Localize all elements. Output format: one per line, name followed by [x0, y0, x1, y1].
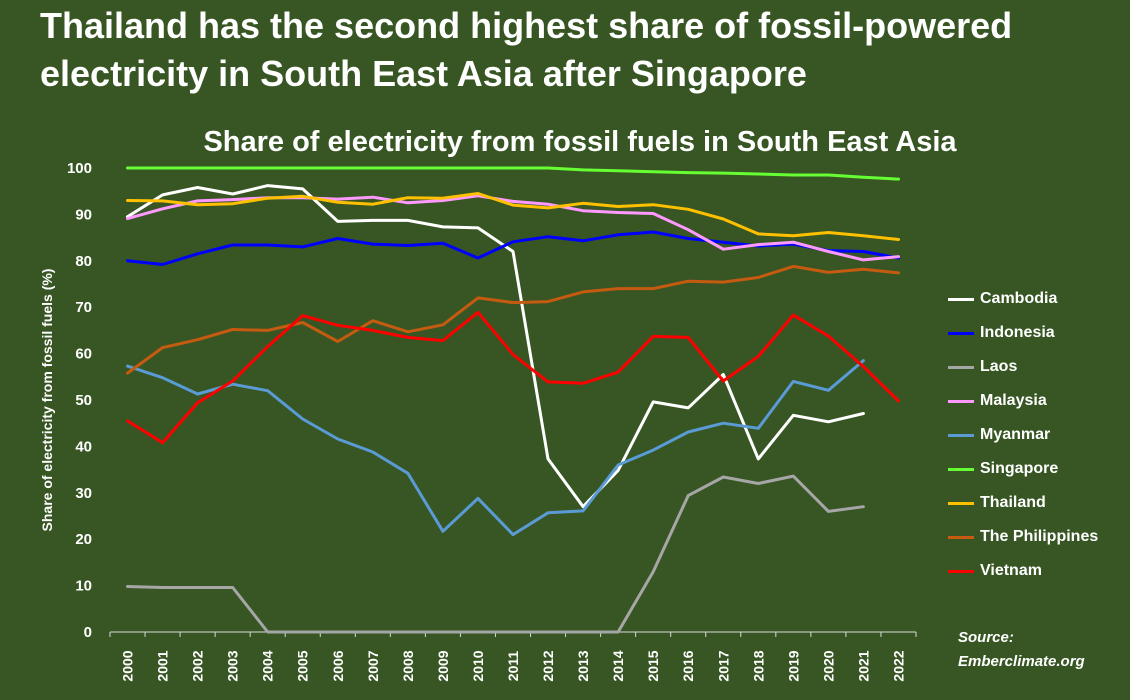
- legend-item-vietnam: Vietnam: [948, 554, 1128, 588]
- legend-label: Myanmar: [980, 426, 1051, 443]
- y-tick-label: 70: [75, 299, 92, 316]
- x-tick-label: 2015: [645, 650, 661, 681]
- series-line-indonesia: [126, 230, 900, 266]
- legend-swatch: [948, 535, 974, 539]
- y-tick-label: 100: [67, 160, 92, 177]
- source-label: Source:: [958, 629, 1014, 646]
- x-tick-label: 2020: [820, 650, 836, 681]
- series-lines: [126, 166, 900, 634]
- headline: Thailand has the second highest share of…: [40, 5, 1013, 94]
- legend-item-myanmar: Myanmar: [948, 418, 1128, 452]
- legend-item-thailand: Thailand: [948, 486, 1128, 520]
- legend-label: Singapore: [980, 460, 1059, 477]
- legend-swatch: [948, 331, 974, 335]
- legend-swatch: [948, 399, 974, 403]
- x-tick-label: 2009: [435, 650, 451, 681]
- y-tick-label: 40: [75, 438, 92, 455]
- chart-title: Share of electricity from fossil fuels i…: [203, 126, 957, 158]
- x-tick-label: 2004: [260, 650, 276, 681]
- x-tick-label: 2003: [225, 650, 241, 681]
- y-axis-label: Share of electricity from fossil fuels (…: [39, 268, 55, 532]
- x-tick-label: 2011: [505, 651, 521, 682]
- x-tick-label: 2014: [610, 650, 626, 681]
- legend-item-the-philippines: The Philippines: [948, 520, 1128, 554]
- series-line-myanmar: [126, 359, 865, 537]
- series-line-the-philippines: [126, 264, 900, 375]
- y-tick-label: 0: [84, 624, 92, 641]
- y-tick-label: 10: [75, 578, 92, 595]
- legend-label: Laos: [980, 358, 1018, 375]
- legend-swatch: [948, 433, 974, 437]
- legend-label: Thailand: [980, 494, 1046, 511]
- x-tick-label: 2006: [330, 650, 346, 681]
- series-line-thailand: [126, 192, 900, 241]
- x-tick-label: 2022: [890, 650, 906, 681]
- y-tick-label: 20: [75, 531, 92, 548]
- y-tick-label: 80: [75, 253, 92, 270]
- legend-swatch: [948, 365, 974, 369]
- legend-item-malaysia: Malaysia: [948, 384, 1128, 418]
- x-tick-label: 2016: [680, 650, 696, 681]
- x-tick-label: 2018: [750, 650, 766, 681]
- legend-label: Cambodia: [980, 290, 1058, 307]
- legend-item-cambodia: Cambodia: [948, 282, 1128, 316]
- x-tick-label: 2001: [155, 650, 171, 681]
- legend-swatch: [948, 569, 974, 573]
- legend-label: The Philippines: [980, 528, 1099, 545]
- legend-item-singapore: Singapore: [948, 452, 1128, 486]
- y-tick-label: 90: [75, 206, 92, 223]
- series-line-vietnam: [126, 310, 900, 445]
- legend-swatch: [948, 467, 974, 471]
- series-line-laos: [126, 474, 865, 634]
- x-tick-label: 2017: [715, 650, 731, 681]
- x-tick-label: 2010: [470, 650, 486, 681]
- series-line-singapore: [126, 166, 900, 181]
- series-line-malaysia: [126, 194, 900, 262]
- legend-label: Indonesia: [980, 324, 1055, 341]
- series-line-cambodia: [126, 184, 865, 509]
- legend-label: Vietnam: [980, 562, 1042, 579]
- chart-axes: 0 10 20 30 40 50 60 70 80 90 100 2000 2001 2002 2003 20…: [67, 160, 917, 682]
- source-note: Source: Emberclimate.org: [958, 626, 1085, 674]
- x-tick-label: 2012: [540, 650, 556, 681]
- x-tick-label: 2005: [295, 650, 311, 681]
- y-tick-label: 60: [75, 346, 92, 363]
- y-tick-label: 50: [75, 392, 92, 409]
- x-tick-label: 2008: [400, 650, 416, 681]
- legend: Cambodia Indonesia Laos Malaysia Myanmar Sing…: [948, 282, 1128, 588]
- y-tick-label: 30: [75, 485, 92, 502]
- x-tick-label: 2019: [785, 650, 801, 681]
- x-tick-label: 2002: [190, 650, 206, 681]
- legend-label: Malaysia: [980, 392, 1047, 409]
- legend-item-laos: Laos: [948, 350, 1128, 384]
- x-tick-label: 2000: [120, 650, 136, 681]
- x-tick-label: 2021: [855, 650, 871, 681]
- legend-item-indonesia: Indonesia: [948, 316, 1128, 350]
- legend-swatch: [948, 501, 974, 505]
- x-tick-label: 2013: [575, 650, 591, 681]
- x-tick-label: 2007: [365, 650, 381, 681]
- source-site: Emberclimate.org: [958, 653, 1085, 670]
- legend-swatch: [948, 297, 974, 301]
